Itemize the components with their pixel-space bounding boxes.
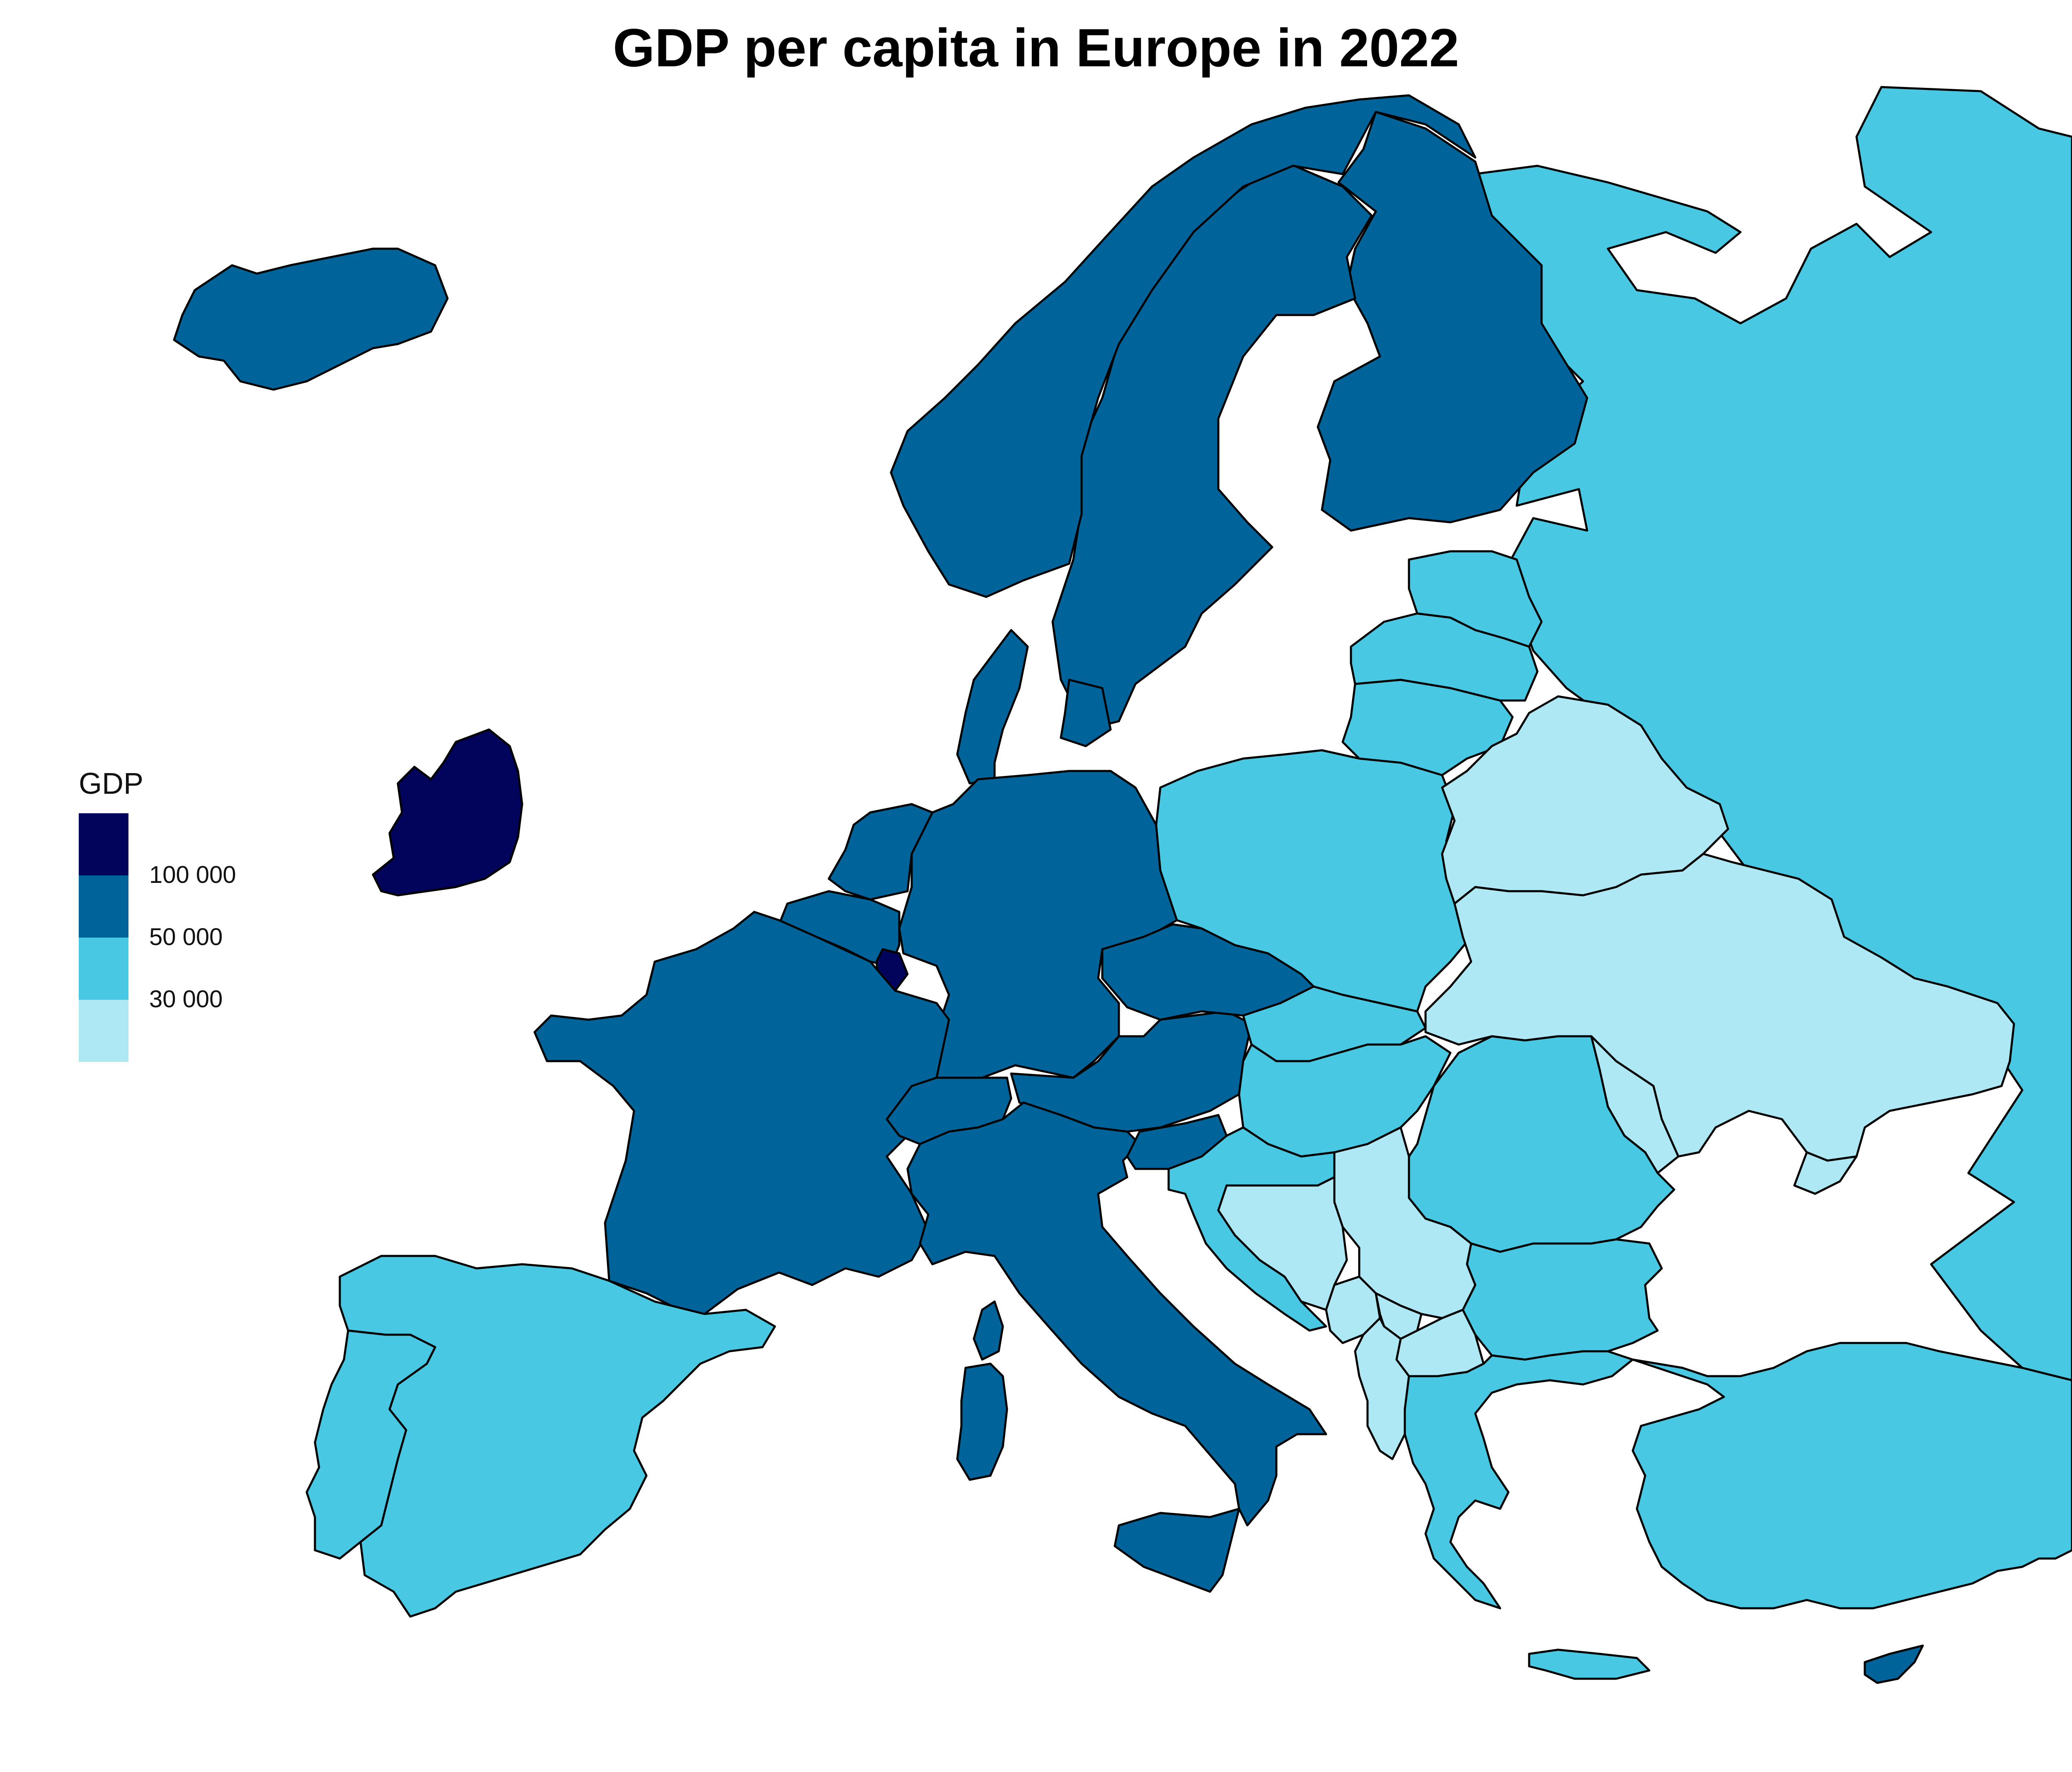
legend-swatch-bin-3	[79, 1000, 128, 1062]
legend: GDP 100 000 50 000 30 000	[79, 767, 327, 1062]
region-italy-sardinia	[956, 1362, 1008, 1481]
legend-title: GDP	[79, 767, 144, 800]
region-bulgaria	[1462, 1238, 1663, 1361]
legend-swatch-bin-1	[79, 875, 128, 938]
legend-break-label: 100 000	[149, 861, 236, 888]
region-italy	[906, 1101, 1327, 1527]
region-portugal	[305, 1329, 436, 1560]
region-germany	[898, 770, 1178, 1079]
region-norway	[890, 94, 1477, 598]
legend-swatch-bin-2	[79, 938, 128, 1000]
region-greece-crete	[1528, 1648, 1651, 1680]
region-italy-sicily	[1113, 1508, 1240, 1593]
region-ireland	[372, 728, 523, 897]
region-turkey	[1631, 1342, 2072, 1610]
legend-break-label: 30 000	[149, 986, 223, 1013]
region-ukraine-crimea	[1793, 1151, 1858, 1195]
region-serbia	[1333, 1126, 1477, 1319]
map-title: GDP per capita in Europe in 2022	[612, 17, 1460, 78]
region-russia	[1441, 86, 2072, 1382]
legend-swatch-bin-0	[79, 813, 128, 875]
region-poland	[1155, 749, 1472, 1013]
region-greece	[1404, 1350, 1634, 1610]
region-cyprus	[1864, 1644, 1924, 1684]
legend-body: 100 000 50 000 30 000	[79, 813, 327, 1062]
legend-break-label: 50 000	[149, 924, 223, 950]
region-iceland	[173, 247, 449, 391]
region-bosnia	[1217, 1176, 1348, 1311]
region-albania	[1354, 1317, 1410, 1460]
region-estonia	[1408, 550, 1543, 648]
region-finland	[1317, 111, 1588, 532]
region-france-corsica	[973, 1300, 1004, 1361]
